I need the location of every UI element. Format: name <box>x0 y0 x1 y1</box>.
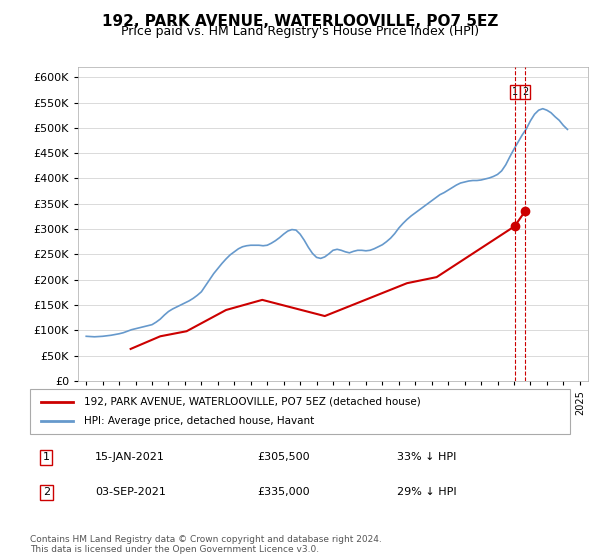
Text: £305,500: £305,500 <box>257 452 310 463</box>
Text: 2: 2 <box>522 87 528 97</box>
Text: 1: 1 <box>43 452 50 463</box>
Text: 33% ↓ HPI: 33% ↓ HPI <box>397 452 457 463</box>
Text: 1: 1 <box>512 87 518 97</box>
Text: HPI: Average price, detached house, Havant: HPI: Average price, detached house, Hava… <box>84 417 314 427</box>
Text: Price paid vs. HM Land Registry's House Price Index (HPI): Price paid vs. HM Land Registry's House … <box>121 25 479 38</box>
Text: Contains HM Land Registry data © Crown copyright and database right 2024.
This d: Contains HM Land Registry data © Crown c… <box>30 535 382 554</box>
FancyBboxPatch shape <box>30 389 570 434</box>
Text: 03-SEP-2021: 03-SEP-2021 <box>95 487 166 497</box>
Text: 2: 2 <box>43 487 50 497</box>
Text: 15-JAN-2021: 15-JAN-2021 <box>95 452 164 463</box>
Text: 192, PARK AVENUE, WATERLOOVILLE, PO7 5EZ (detached house): 192, PARK AVENUE, WATERLOOVILLE, PO7 5EZ… <box>84 396 421 407</box>
Text: 29% ↓ HPI: 29% ↓ HPI <box>397 487 457 497</box>
Text: 192, PARK AVENUE, WATERLOOVILLE, PO7 5EZ: 192, PARK AVENUE, WATERLOOVILLE, PO7 5EZ <box>102 14 498 29</box>
Text: £335,000: £335,000 <box>257 487 310 497</box>
